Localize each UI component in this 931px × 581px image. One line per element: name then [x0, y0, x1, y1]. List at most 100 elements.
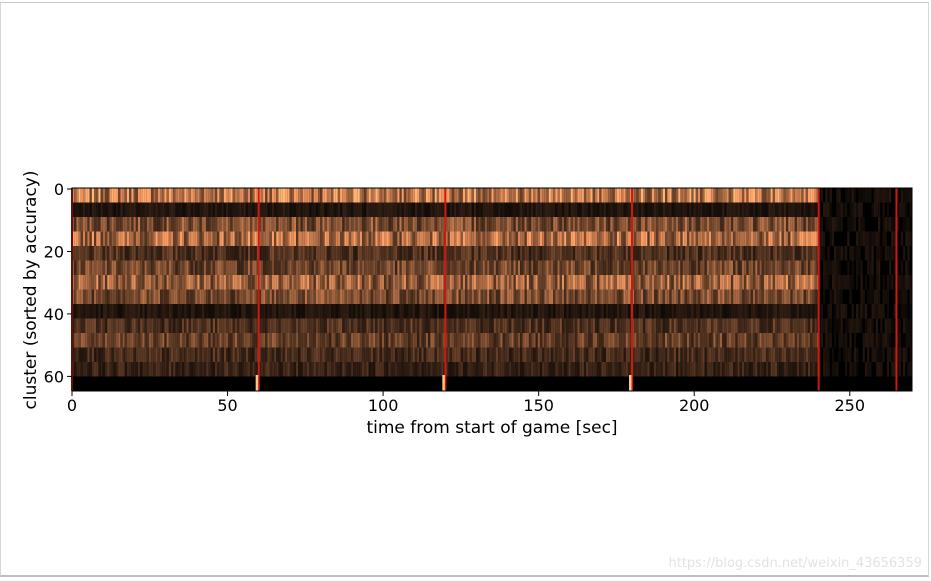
heatmap-cell	[766, 333, 769, 348]
heatmap-cell	[761, 260, 764, 275]
heatmap-cell	[315, 304, 319, 319]
heatmap-cell	[524, 318, 527, 333]
heatmap-cell	[649, 260, 652, 275]
heatmap-cell	[797, 260, 800, 275]
heatmap-cell	[318, 202, 321, 217]
heatmap-cell	[417, 246, 420, 261]
heatmap-cell	[735, 260, 738, 275]
heatmap-cell	[373, 347, 376, 362]
heatmap-cell	[790, 289, 793, 304]
heatmap-cell	[168, 318, 171, 333]
heatmap-cell	[215, 246, 218, 261]
heatmap-cell	[245, 333, 248, 348]
heatmap-cell	[333, 260, 336, 275]
heatmap-cell	[254, 289, 257, 304]
heatmap-cell	[886, 304, 890, 319]
heatmap-cell	[896, 347, 899, 362]
heatmap-cell	[239, 260, 242, 275]
heatmap-cell	[267, 231, 270, 246]
heatmap-cell	[634, 362, 637, 377]
heatmap-cell	[733, 231, 736, 246]
heatmap-cell	[425, 188, 429, 203]
heatmap-cell	[162, 231, 165, 246]
heatmap-cell	[680, 231, 683, 246]
heatmap-cell	[105, 289, 108, 304]
heatmap-cell	[621, 333, 624, 348]
heatmap-cell	[533, 333, 536, 348]
heatmap-cell	[891, 275, 894, 290]
heatmap-cell	[498, 217, 501, 232]
heatmap-cell	[309, 333, 312, 348]
heatmap-cell	[632, 362, 635, 377]
heatmap-cell	[340, 362, 343, 377]
heatmap-cell	[812, 304, 815, 319]
heatmap-cell	[379, 260, 382, 275]
heatmap-cell	[869, 188, 872, 203]
heatmap-cell	[351, 304, 354, 319]
heatmap-cell	[742, 304, 745, 319]
heatmap-cell	[583, 246, 587, 261]
heatmap-cell	[781, 188, 784, 203]
heatmap-cell	[788, 362, 791, 377]
heatmap-cell	[414, 246, 418, 261]
heatmap-cell	[625, 231, 628, 246]
heatmap-cell	[713, 188, 716, 203]
heatmap-cell	[572, 304, 576, 319]
heatmap-cell	[206, 362, 209, 377]
heatmap-cell	[166, 362, 169, 377]
heatmap-cell	[526, 333, 529, 348]
heatmap-cell	[465, 304, 468, 319]
heatmap-cell	[588, 289, 591, 304]
heatmap-cell	[221, 202, 224, 217]
heatmap-cell	[337, 289, 341, 304]
x-tick-label: 100	[368, 396, 399, 415]
heatmap-cell	[786, 188, 789, 203]
heatmap-cell	[818, 260, 821, 275]
heatmap-cell	[300, 289, 303, 304]
heatmap-cell	[226, 217, 229, 232]
heatmap-cell	[197, 333, 200, 348]
heatmap-cell	[388, 188, 391, 203]
heatmap-cell	[298, 231, 301, 246]
heatmap-cell	[651, 318, 654, 333]
heatmap-cell	[905, 304, 908, 319]
heatmap-cell	[689, 289, 692, 304]
heatmap-cell	[509, 188, 512, 203]
heatmap-cell	[113, 217, 116, 232]
heatmap-cell	[555, 246, 558, 261]
heatmap-cell	[528, 333, 532, 348]
heatmap-cell	[399, 318, 402, 333]
heatmap-cell	[616, 275, 620, 290]
heatmap-cell	[219, 304, 222, 319]
heatmap-cell	[838, 202, 841, 217]
heatmap-cell	[146, 188, 149, 203]
heatmap-cell	[285, 217, 288, 232]
heatmap-cell	[654, 289, 657, 304]
heatmap-cell	[173, 333, 176, 348]
heatmap-cell	[903, 202, 906, 217]
heatmap-cell	[610, 246, 613, 261]
heatmap-cell	[680, 318, 683, 333]
heatmap-cell	[157, 362, 160, 377]
heatmap-cell	[269, 304, 272, 319]
heatmap-cell	[120, 362, 123, 377]
heatmap-cell	[436, 289, 440, 304]
heatmap-cell	[753, 275, 756, 290]
heatmap-cell	[331, 347, 334, 362]
heatmap-cell	[873, 188, 876, 203]
heatmap-cell	[428, 347, 431, 362]
heatmap-cell	[410, 362, 413, 377]
heatmap-cell	[432, 347, 435, 362]
heatmap-cell	[812, 347, 815, 362]
heatmap-cell	[353, 275, 356, 290]
heatmap-cell	[775, 289, 778, 304]
heatmap-cell	[544, 231, 547, 246]
heatmap-cell	[838, 260, 841, 275]
heatmap-cell	[739, 304, 742, 319]
heatmap-cell	[502, 362, 505, 377]
heatmap-cell	[643, 318, 646, 333]
heatmap-cell	[133, 217, 136, 232]
heatmap-cell	[889, 347, 892, 362]
heatmap-cell	[836, 202, 839, 217]
heatmap-cell	[162, 217, 165, 232]
